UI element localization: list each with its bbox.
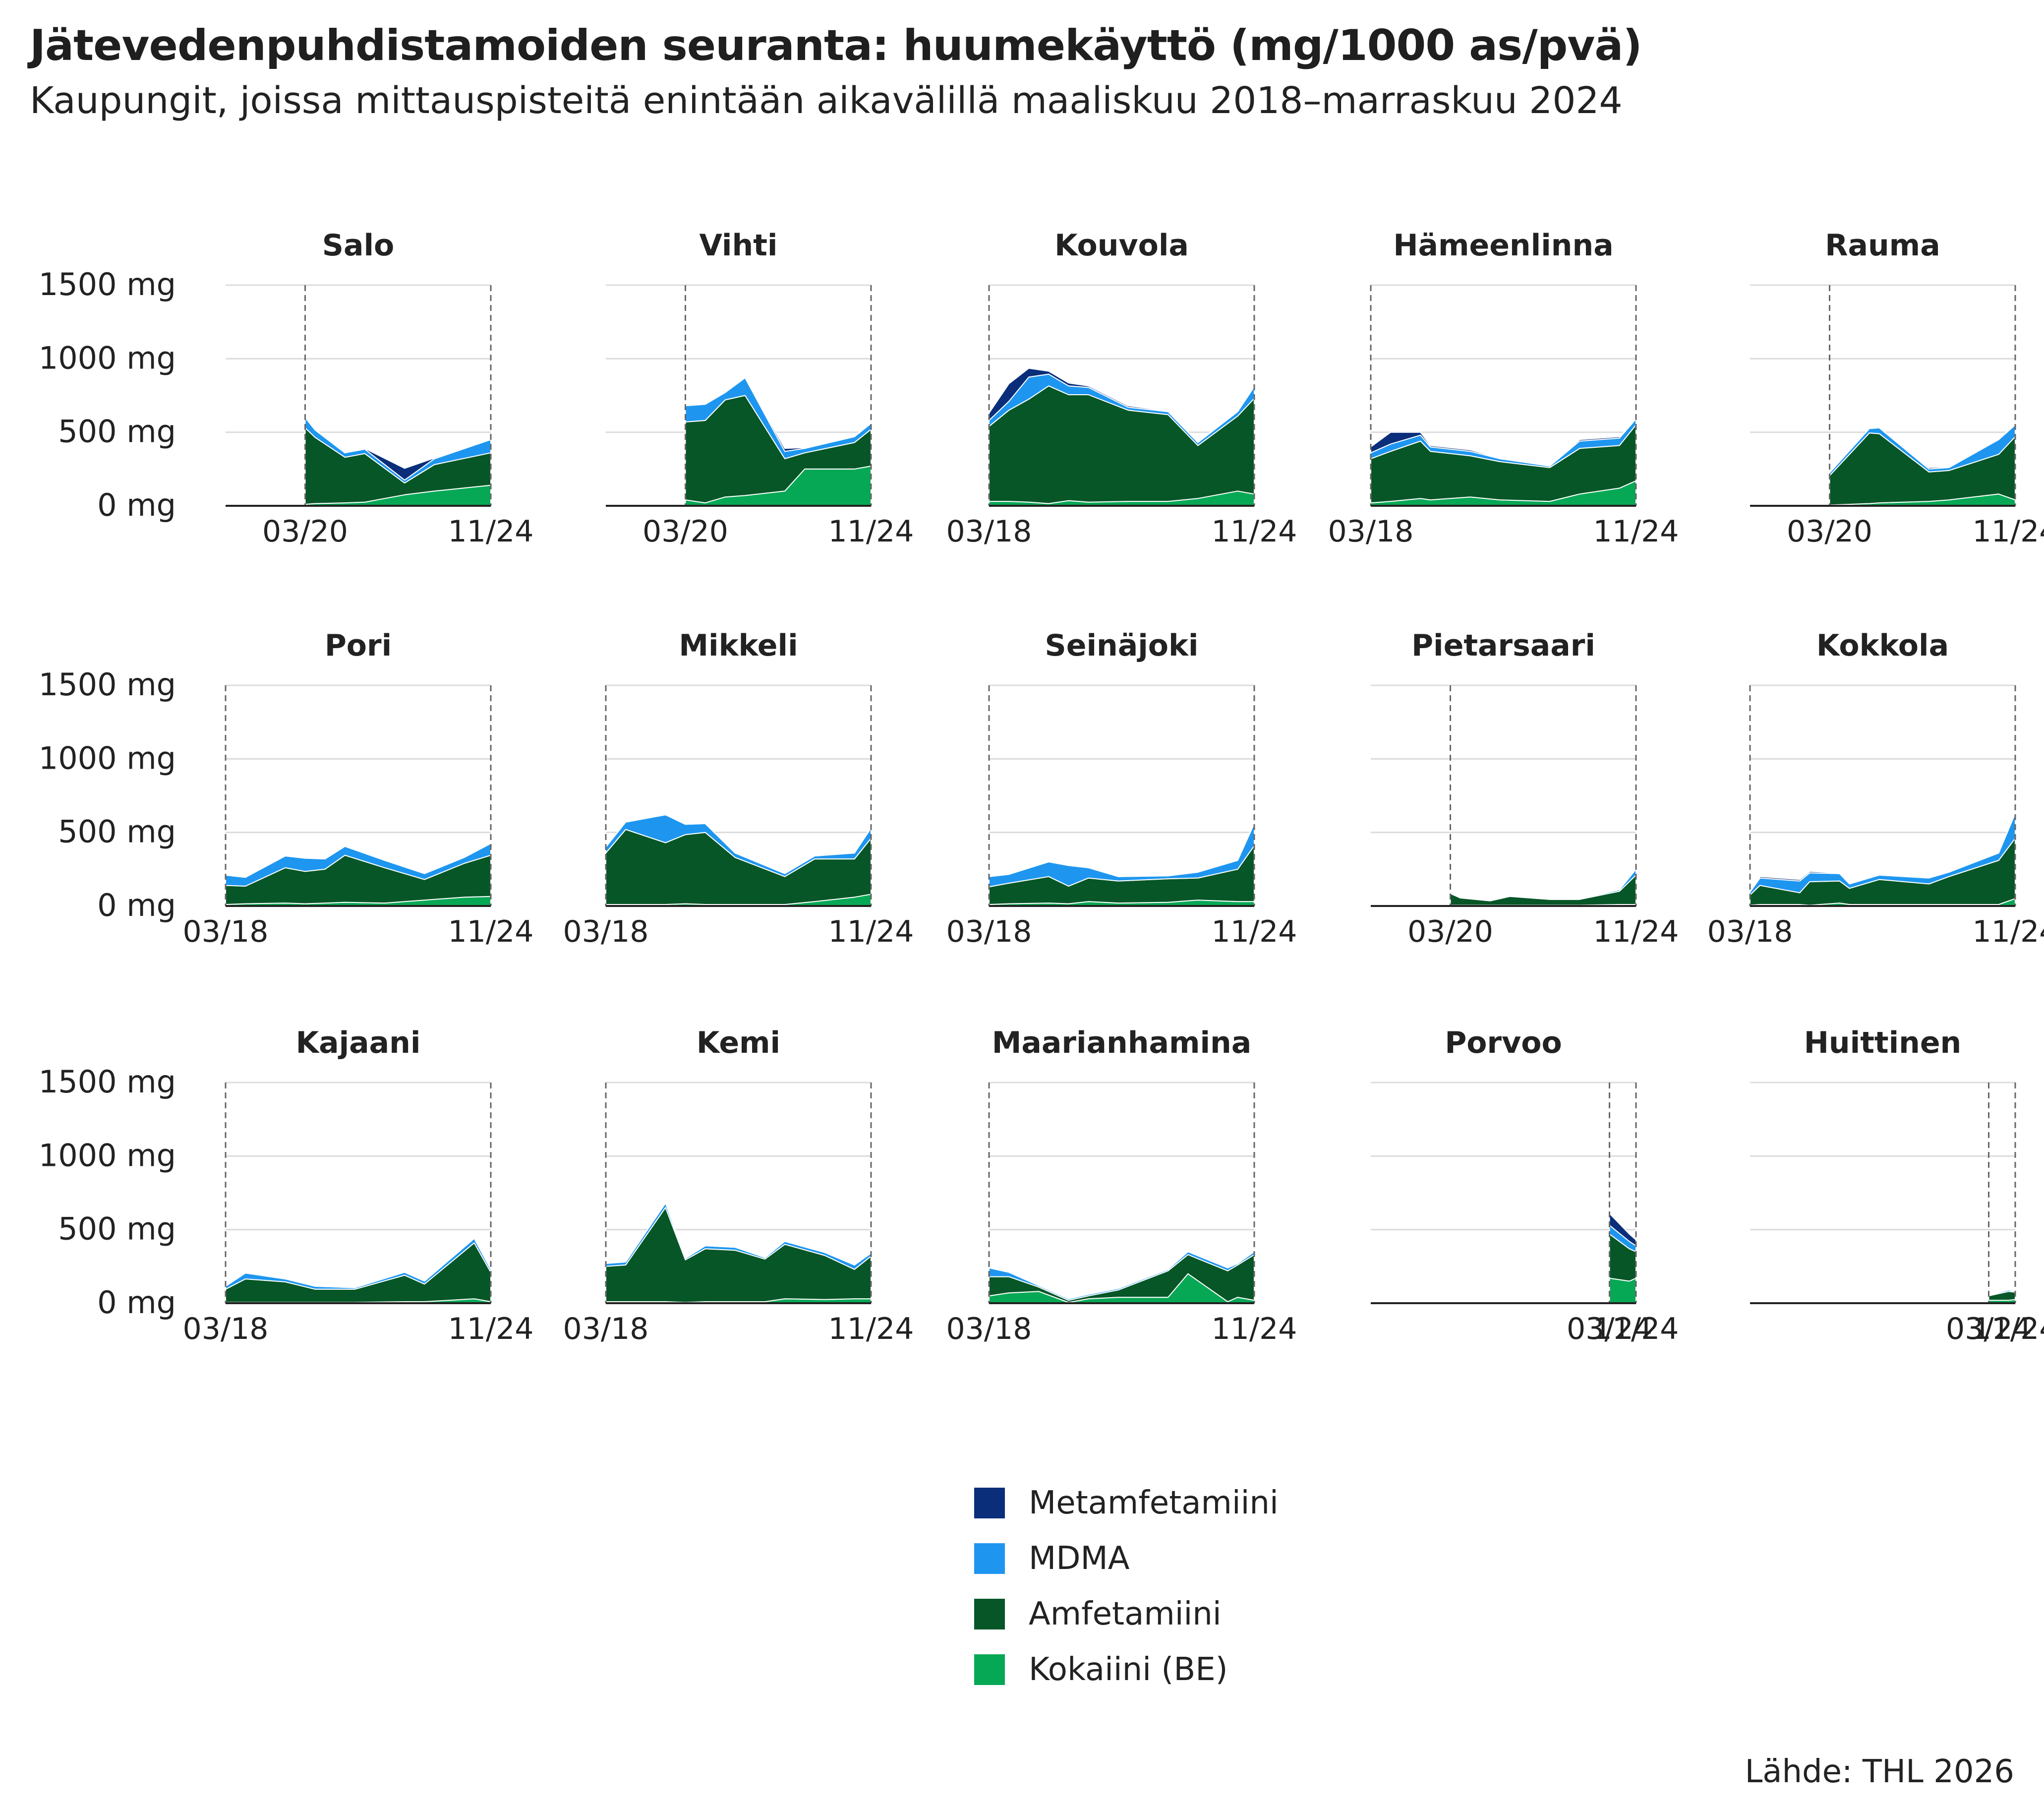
y-tick-label: 0 mg [97, 887, 176, 923]
x-tick-label: 11/24 [1593, 514, 1679, 549]
panel-title: Mikkeli [679, 628, 798, 663]
panel-title: Porvoo [1445, 1025, 1562, 1060]
chart-subtitle: Kaupungit, joissa mittauspisteitä enintä… [30, 79, 1623, 122]
chart-panel-rauma: Rauma 03/20 11/24 [1750, 228, 2044, 549]
source-note: Lähde: THL 2026 [1745, 1753, 2014, 1790]
area-metamfetamiini [989, 822, 1255, 877]
legend: Metamfetamiini MDMA Amfetamiini Kokaiini (B… [974, 1485, 1279, 1688]
x-tick-label: 11/24 [828, 914, 914, 949]
x-tick-label: 11/24 [448, 514, 534, 549]
x-tick-label: 03/18 [563, 914, 649, 949]
legend-label-kokaiini-be: Kokaiini (BE) [1029, 1651, 1228, 1688]
chart-panel-kokkola: Kokkola 03/18 11/24 [1707, 628, 2044, 949]
x-tick-label: 11/24 [1212, 1312, 1297, 1346]
x-tick-label: 03/24 [1946, 1312, 2032, 1346]
x-tick-label: 03/18 [563, 1312, 649, 1346]
panel-title: Hämeenlinna [1393, 228, 1613, 263]
panel-title: Kemi [697, 1025, 780, 1060]
x-tick-label: 11/24 [1212, 914, 1297, 949]
area-amfetamiini [1450, 874, 1636, 906]
legend-swatch-metamfetamiini [974, 1488, 1005, 1518]
chart-panel-kouvola: Kouvola 03/18 11/24 [946, 228, 1297, 549]
panel-title: Rauma [1825, 228, 1940, 263]
panel-title: Seinäjoki [1045, 628, 1199, 663]
area-metamfetamiini [685, 376, 872, 452]
legend-label-mdma: MDMA [1029, 1540, 1130, 1577]
x-tick-label: 11/24 [1973, 1312, 2044, 1346]
panel-title: Kokkola [1816, 628, 1949, 663]
x-tick-label: 11/24 [828, 514, 914, 549]
x-tick-label: 11/24 [1593, 1312, 1679, 1346]
x-tick-label: 03/18 [183, 1312, 269, 1346]
x-tick-label: 11/24 [1212, 514, 1297, 549]
x-tick-label: 03/18 [946, 1312, 1032, 1346]
panel-title: Pori [325, 628, 392, 663]
y-tick-label: 1500 mg [39, 666, 176, 703]
legend-swatch-kokaiini-be [974, 1654, 1005, 1685]
legend-swatch-mdma [974, 1543, 1005, 1574]
area-metamfetamiini [225, 842, 491, 878]
chart-title: Jätevedenpuhdistamoiden seuranta: huumek… [30, 21, 1642, 70]
x-tick-label: 11/24 [828, 1312, 914, 1346]
y-tick-label: 500 mg [58, 814, 176, 850]
y-tick-label: 1500 mg [39, 1064, 176, 1100]
area-amfetamiini [1750, 838, 2016, 906]
x-tick-label: 03/18 [946, 914, 1032, 949]
chart-panel-seinäjoki: Seinäjoki 03/18 11/24 [946, 628, 1297, 949]
y-tick-label: 0 mg [97, 1284, 176, 1321]
panel-title: Pietarsaari [1411, 628, 1595, 663]
x-tick-label: 03/20 [1787, 514, 1872, 549]
chart-panel-pietarsaari: Pietarsaari 03/20 11/24 [1371, 628, 1679, 949]
legend-swatch-amfetamiini [974, 1599, 1005, 1629]
x-tick-label: 11/24 [448, 1312, 534, 1346]
panel-title: Huittinen [1804, 1025, 1962, 1060]
panel-title: Salo [322, 228, 395, 263]
panel-title: Kouvola [1054, 228, 1189, 263]
x-tick-label: 03/18 [946, 514, 1032, 549]
panel-title: Vihti [700, 228, 778, 263]
y-tick-label: 1000 mg [39, 740, 176, 776]
chart-panel-salo: Salo 1500 mg 1000 mg 500 mg 0 mg 03/20 11/24 [39, 228, 534, 549]
x-tick-label: 11/24 [448, 914, 534, 949]
panel-title: Kajaani [296, 1025, 421, 1060]
y-tick-label: 500 mg [58, 414, 176, 450]
y-tick-label: 1500 mg [39, 266, 176, 302]
y-tick-label: 500 mg [58, 1211, 176, 1247]
x-tick-label: 03/24 [1567, 1312, 1652, 1346]
area-kokaiini-be [1609, 1277, 1636, 1304]
area-metamfetamiini [1750, 812, 2016, 893]
x-tick-label: 03/20 [262, 514, 348, 549]
x-tick-label: 11/24 [1973, 914, 2044, 949]
chart-panel-vihti: Vihti 03/20 11/24 [606, 228, 914, 549]
legend-label-metamfetamiini: Metamfetamiini [1029, 1485, 1279, 1521]
area-metamfetamiini [225, 1238, 491, 1288]
y-tick-label: 1000 mg [39, 340, 176, 376]
chart-panel-kemi: Kemi 03/18 11/24 [563, 1025, 914, 1346]
legend-label-amfetamiini: Amfetamiini [1029, 1596, 1222, 1632]
y-tick-label: 1000 mg [39, 1137, 176, 1173]
chart-panel-hämeenlinna: Hämeenlinna 03/18 11/24 [1328, 228, 1679, 549]
area-amfetamiini [225, 1242, 491, 1303]
x-tick-label: 11/24 [1973, 514, 2044, 549]
x-tick-label: 03/20 [642, 514, 728, 549]
chart-panel-maarianhamina: Maarianhamina 03/18 11/24 [946, 1025, 1297, 1346]
x-tick-label: 11/24 [1593, 914, 1679, 949]
x-tick-label: 03/18 [1328, 514, 1414, 549]
chart-panel-mikkeli: Mikkeli 03/18 11/24 [563, 628, 914, 949]
y-tick-label: 0 mg [97, 487, 176, 523]
x-tick-label: 03/18 [183, 914, 269, 949]
area-amfetamiini [605, 829, 872, 905]
x-tick-label: 03/18 [1707, 914, 1793, 949]
panel-title: Maarianhamina [992, 1025, 1252, 1060]
x-tick-label: 03/20 [1407, 914, 1493, 949]
